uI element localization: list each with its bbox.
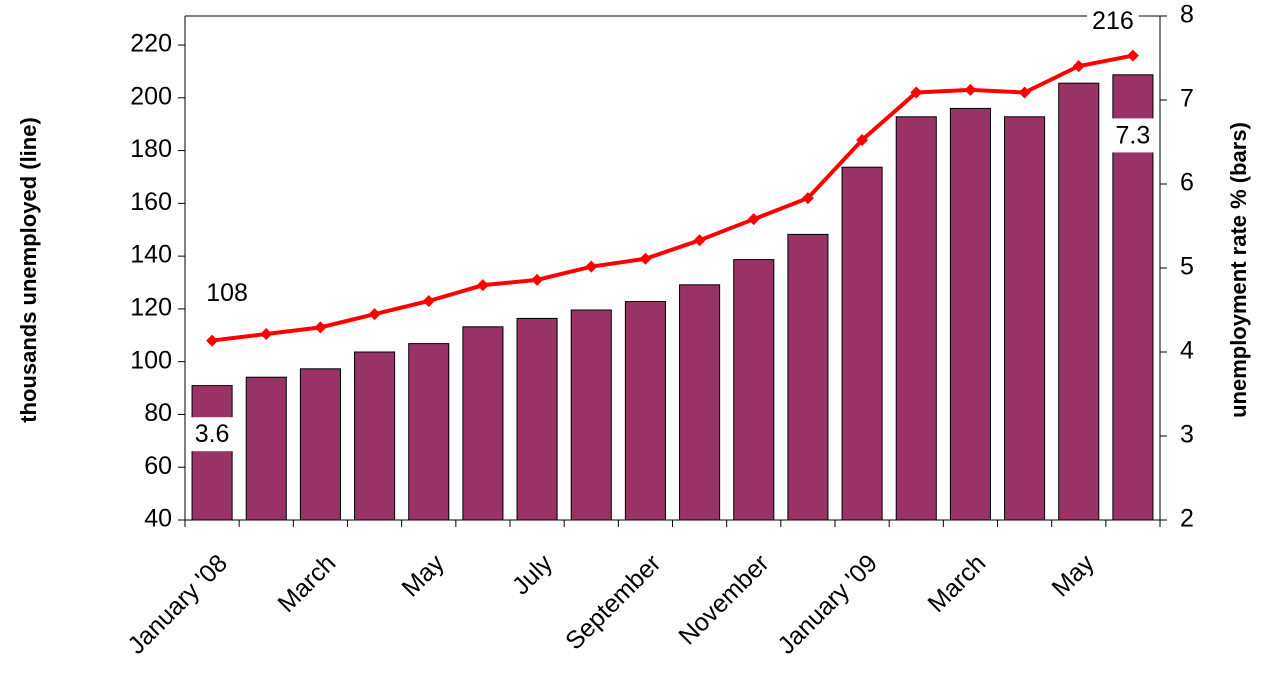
line-marker — [422, 294, 435, 307]
data-label: 7.3 — [1116, 121, 1151, 149]
y-tick-label: 200 — [130, 82, 172, 110]
line-marker — [693, 234, 706, 247]
y-tick-label: 100 — [130, 346, 172, 374]
data-label-box — [1110, 118, 1156, 153]
line-marker — [368, 308, 381, 321]
bar — [1004, 116, 1046, 521]
bar — [895, 116, 937, 521]
y-axis-title: thousands unemployed (line) — [16, 117, 41, 423]
bar — [624, 301, 666, 521]
line-marker — [1072, 60, 1085, 73]
y-tick-label: 80 — [144, 399, 172, 427]
y2-axis-title: unemployment rate % (bars) — [1226, 122, 1251, 418]
bar — [1058, 82, 1100, 521]
y2-tick-label: 8 — [1180, 1, 1194, 29]
x-tick-label: November — [673, 549, 774, 650]
line-marker — [1126, 49, 1139, 62]
bar — [299, 368, 341, 521]
line-marker — [206, 334, 219, 347]
y2-tick-label: 6 — [1180, 169, 1194, 197]
bar — [787, 233, 829, 521]
x-tick-label: May — [396, 549, 450, 603]
line-marker — [476, 279, 489, 292]
x-tick-label: January '09 — [772, 549, 883, 660]
line-marker — [747, 213, 760, 226]
line-marker — [856, 134, 869, 147]
bar — [408, 343, 450, 521]
line — [211, 53, 1134, 343]
x-tick-label: May — [1046, 549, 1100, 603]
line-marker — [910, 86, 923, 99]
y-tick-label: 60 — [144, 452, 172, 480]
x-tick-label: March — [922, 549, 991, 618]
bar — [679, 284, 721, 521]
y2-tick-label: 3 — [1180, 421, 1194, 449]
x-tick-label: January '08 — [122, 549, 233, 660]
y2-tick-label: 7 — [1180, 85, 1194, 113]
line-marker — [531, 273, 544, 286]
bar — [245, 376, 287, 521]
bar — [841, 166, 883, 521]
y-tick-label: 140 — [130, 241, 172, 269]
line-marker — [260, 327, 273, 340]
y2-tick-label: 2 — [1180, 505, 1194, 533]
y-tick-label: 180 — [130, 135, 172, 163]
line-marker — [314, 321, 327, 334]
y-tick-label: 160 — [130, 188, 172, 216]
x-tick-label: July — [507, 549, 559, 601]
bar — [570, 309, 612, 521]
bar — [462, 326, 504, 521]
y-tick-label: 120 — [130, 294, 172, 322]
data-label: 108 — [206, 279, 248, 307]
data-label-box — [1087, 4, 1139, 39]
line-marker — [1018, 86, 1031, 99]
bar — [354, 351, 396, 521]
y-tick-label: 220 — [130, 30, 172, 58]
bar — [191, 385, 233, 521]
bar — [949, 107, 991, 521]
data-label-box — [189, 417, 235, 452]
data-label: 3.6 — [195, 420, 230, 448]
y2-tick-label: 4 — [1180, 337, 1194, 365]
x-tick-label: March — [272, 549, 341, 618]
line-marker — [585, 260, 598, 273]
line-marker — [801, 192, 814, 205]
bar — [516, 317, 558, 521]
bar — [733, 259, 775, 521]
y-tick-label: 40 — [144, 505, 172, 533]
data-label-box — [201, 276, 253, 311]
y2-tick-label: 5 — [1180, 253, 1194, 281]
line-marker — [964, 83, 977, 96]
x-tick-label: September — [560, 549, 666, 655]
data-label: 216 — [1092, 7, 1134, 35]
line-marker — [639, 252, 652, 265]
